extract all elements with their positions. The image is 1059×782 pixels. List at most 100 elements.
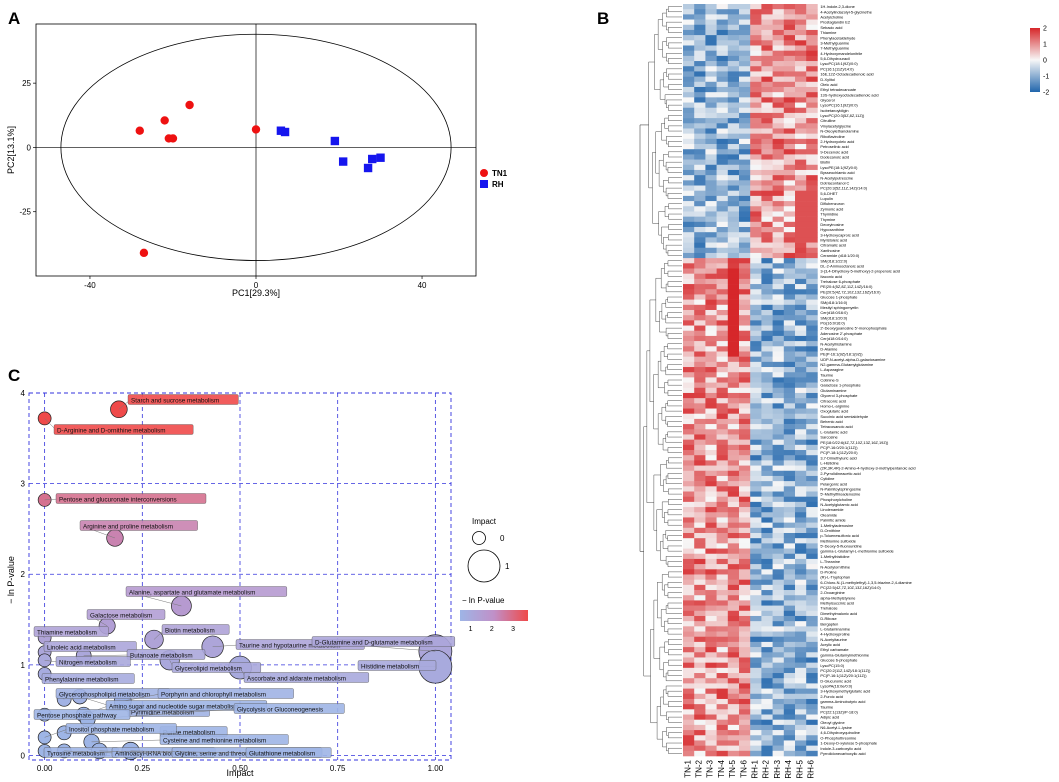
heatmap-cell [795,621,807,627]
heatmap-cell [705,512,717,518]
heatmap-cell [806,486,818,492]
heatmap-cell [795,24,807,31]
heatmap-cell [683,29,695,36]
heatmap-cell [795,86,807,93]
heatmap-cell [739,413,751,420]
heatmap-cell [716,367,729,373]
heatmap-cell [795,429,807,435]
dendrogram-branch [664,620,668,632]
heatmap-cell [761,673,773,679]
heatmap-cell [783,112,796,119]
heatmap-cell [795,118,807,124]
heatmap-cell [739,258,751,264]
heatmap-cell [727,4,740,10]
dendrogram-branch [643,426,651,677]
heatmap-row-label: N-Acetylputrescine [820,175,853,180]
heatmap-cell [716,4,729,10]
heatmap-cell [772,455,785,461]
heatmap-cell [727,361,740,368]
heatmap-cell [716,164,729,171]
heatmap-cell [795,486,807,492]
heatmap-row-label: Sebacic acid [820,25,842,30]
heatmap-cell [739,387,751,394]
heatmap-cell [795,144,807,150]
heatmap-cell [716,719,729,726]
heatmap-cell [705,501,717,508]
heatmap-cell [683,569,695,575]
heatmap-cell [694,123,706,129]
heatmap-cell [694,14,706,20]
heatmap-cell [694,330,706,337]
heatmap-cell [739,206,751,212]
heatmap-row-label: 16E,12Z-Octadecadienoic acid [820,72,873,77]
heatmap-cell [806,14,818,20]
heatmap-cell [683,740,695,746]
heatmap-cell [694,527,706,534]
heatmap-cell [783,45,796,51]
pathway-label: Glycerolipid metabolism [175,665,242,672]
heatmap-cell [795,501,807,508]
heatmap-cell [694,714,706,720]
heatmap-cell [739,460,751,466]
dendrogram-branch [665,556,682,565]
heatmap-cell [727,144,740,150]
heatmap-cell [806,107,818,114]
heatmap-cell [716,450,729,456]
heatmap-cell [761,133,773,140]
heatmap-cell [739,216,751,223]
heatmap-cell [806,398,818,404]
heatmap-cell [806,201,818,207]
heatmap-cell [716,102,729,109]
heatmap-cell [783,558,796,565]
heatmap-cell [750,408,762,415]
heatmap-cell [795,398,807,404]
dendrogram-branch [668,701,682,707]
heatmap-cell [772,403,785,409]
heatmap-cell [806,647,818,653]
heatmap-cell [683,278,695,285]
heatmap-cell [783,211,796,217]
heatmap-cell [795,615,807,622]
heatmap-cell [772,481,785,487]
heatmap-cell [772,356,785,363]
heatmap-cell [806,180,818,186]
heatmap-cell [795,102,807,109]
dendrogram-branch [667,690,682,697]
heatmap-cell [795,76,807,83]
heatmap-row-label: Citraconic acid [820,398,846,403]
heatmap-cell [783,398,796,404]
heatmap-cell [772,24,785,31]
heatmap-cell [683,81,695,88]
heatmap-row-label: Tetracosanoic acid [820,424,852,429]
heatmap-row-label: N-Oleoylethanolamine [820,129,859,134]
heatmap-row-label: SM(d18:1/20:0) [820,315,848,320]
heatmap-cell [795,450,807,456]
heatmap-cell [783,543,796,549]
heatmap-cell [694,97,706,103]
heatmap-cell [683,517,695,523]
heatmap-row-label: Dodecanoic acid [820,155,849,160]
heatmap-row-label: Pyrrolidonecarboxylic acid [820,751,865,756]
dendrogram-branch [667,167,682,173]
heatmap-cell [806,227,818,233]
heatmap-cell [783,569,796,575]
heatmap-cell [683,377,695,383]
heatmap-cell [727,118,740,124]
heatmap-cell [705,496,717,503]
heatmap-cell [772,579,785,586]
heatmap-cell [716,216,729,223]
heatmap-cell [772,470,785,477]
dendrogram-branch [662,534,668,549]
dendrogram-branch [667,618,682,624]
heatmap-cell [795,382,807,389]
dendrogram-branch [653,374,659,430]
heatmap-cell [739,128,751,134]
heatmap-cell [761,86,773,93]
heatmap-cell [739,590,751,596]
heatmap-cell [694,439,706,446]
heatmap-cell [761,564,773,570]
heatmap-cell [806,418,818,425]
heatmap-cell [750,330,762,337]
heatmap-cell [750,548,762,555]
heatmap-cell [727,216,740,223]
